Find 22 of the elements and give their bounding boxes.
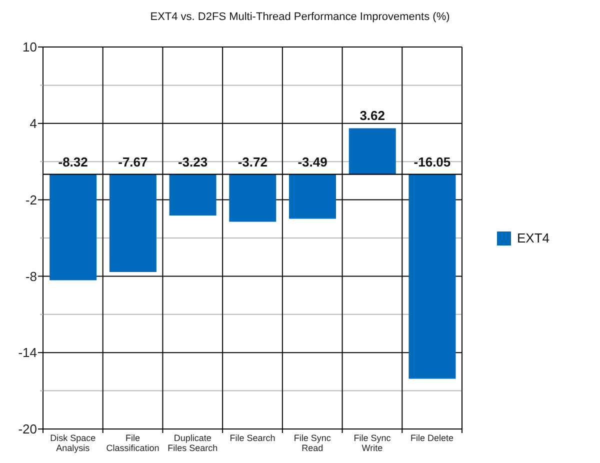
x-tick-label: Duplicate Files Search — [168, 433, 218, 453]
data-label: -3.72 — [238, 154, 268, 170]
x-tick-label: File Sync Read — [294, 433, 332, 453]
data-label: -7.67 — [118, 154, 148, 170]
data-label: -8.32 — [58, 154, 88, 170]
x-tick-label: File Delete — [410, 433, 454, 443]
x-tick-label: Disk Space Analysis — [50, 433, 96, 453]
y-tick-label: -2 — [25, 192, 37, 208]
data-label: -3.23 — [178, 154, 208, 170]
y-tick-label: -8 — [25, 268, 37, 284]
data-label: 3.62 — [360, 108, 386, 124]
data-label: -16.05 — [414, 154, 451, 170]
legend-label: EXT4 — [517, 230, 550, 246]
x-tick-label: File Classification — [106, 433, 160, 453]
y-tick-label: 4 — [30, 116, 37, 131]
y-tick-label: 10 — [22, 40, 37, 55]
x-tick-label: File Sync Write — [354, 433, 392, 453]
y-tick-label: -20 — [18, 422, 37, 437]
x-tick-label: File Search — [230, 433, 276, 443]
y-tick-label: -14 — [18, 345, 37, 360]
chart-title: EXT4 vs. D2FS Multi-Thread Performance Improvements (%) — [149, 11, 451, 23]
data-label: -3.49 — [298, 154, 328, 170]
